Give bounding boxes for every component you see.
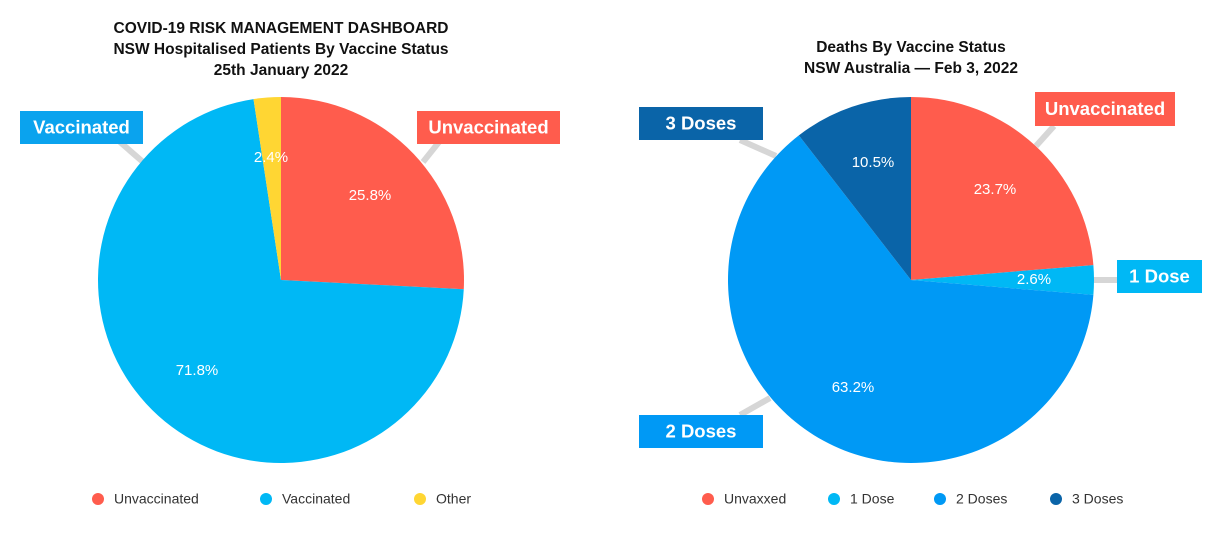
chart2-slice-2-doses[interactable] (728, 135, 1094, 463)
chart1-legend-swatch-other (414, 493, 426, 505)
chart2-callout-box-unvaccinated (1035, 92, 1175, 126)
chart2-callout-label-unvaccinated: Unvaccinated (1045, 98, 1165, 119)
chart2-legend-item-unvaxxed[interactable]: Unvaxxed (702, 491, 786, 507)
chart2-data-label-1-dose: 2.6% (1017, 271, 1051, 288)
chart1-leader-line-unvaccinated (420, 140, 442, 164)
chart2-callout-unvaccinated: Unvaccinated (1035, 92, 1175, 126)
chart2-legend-label-3-doses: 3 Doses (1072, 491, 1123, 507)
chart1-callout-label-vaccinated: Vaccinated (33, 116, 130, 137)
chart1-slice-unvaccinated[interactable] (281, 97, 465, 290)
chart2-callout-3-doses: 3 Doses (639, 107, 763, 140)
chart1-legend-item-vaccinated[interactable]: Vaccinated (260, 491, 350, 507)
chart1-title-line-1: COVID-19 RISK MANAGEMENT DASHBOARD (114, 20, 449, 37)
chart2-legend-swatch-3-doses (1050, 493, 1062, 505)
chart1-callout-label-unvaccinated: Unvaccinated (428, 116, 548, 137)
chart2-callout-label-1-dose: 1 Dose (1129, 265, 1190, 286)
chart1-slice-other[interactable] (253, 97, 281, 280)
chart2-legend-item-3-doses[interactable]: 3 Doses (1050, 491, 1123, 507)
chart1-legend-label-unvaccinated: Unvaccinated (114, 491, 199, 507)
chart1-legend-label-vaccinated: Vaccinated (282, 491, 350, 507)
chart2-slice-3-doses[interactable] (798, 97, 911, 280)
chart1-callout-vaccinated: Vaccinated (20, 111, 143, 144)
chart1-data-label-vaccinated: 71.8% (176, 362, 219, 379)
chart1-legend-item-other[interactable]: Other (414, 491, 471, 507)
chart2-slice-unvaxxed[interactable] (911, 97, 1094, 280)
chart1-legend-swatch-unvaccinated (92, 493, 104, 505)
chart2-leader-line-2-doses (738, 395, 772, 418)
chart2-callout-1-dose: 1 Dose (1117, 260, 1202, 293)
chart2-data-label-3-doses: 10.5% (852, 154, 895, 171)
chart2-legend-label-2-doses: 2 Doses (956, 491, 1007, 507)
chart2-pie-chart: Deaths By Vaccine Status NSW Australia — … (639, 39, 1202, 507)
chart2-leader-line-unvaccinated (1033, 123, 1057, 149)
chart1-legend-item-unvaccinated[interactable]: Unvaccinated (92, 491, 199, 507)
chart2-legend-swatch-unvaxxed (702, 493, 714, 505)
chart1-callout-box-vaccinated (20, 111, 143, 144)
chart2-callout-2-doses: 2 Doses (639, 415, 763, 448)
chart1-callout-box-unvaccinated (417, 111, 560, 144)
chart1-callout-unvaccinated: Unvaccinated (417, 111, 560, 144)
chart1-legend-label-other: Other (436, 491, 471, 507)
chart2-title-line-2: NSW Australia — Feb 3, 2022 (804, 60, 1018, 77)
chart1-title-line-2: NSW Hospitalised Patients By Vaccine Sta… (113, 41, 448, 58)
chart2-legend-item-1-dose[interactable]: 1 Dose (828, 491, 895, 507)
chart2-callout-box-1-dose (1117, 260, 1202, 293)
chart1-leader-line-vaccinated (118, 139, 145, 165)
chart1-slice-vaccinated[interactable] (98, 99, 464, 464)
chart1-legend-swatch-vaccinated (260, 493, 272, 505)
chart1-data-label-unvaccinated: 25.8% (349, 187, 392, 204)
chart2-leader-line-3-doses (738, 137, 778, 159)
chart2-legend-item-2-doses[interactable]: 2 Doses (934, 491, 1007, 507)
chart1-data-label-other: 2.4% (254, 149, 288, 166)
chart2-legend-swatch-1-dose (828, 493, 840, 505)
chart2-callout-box-3-doses (639, 107, 763, 140)
chart2-data-label-unvaxxed: 23.7% (974, 181, 1017, 198)
chart1-title-line-3: 25th January 2022 (214, 62, 348, 79)
chart2-legend-swatch-2-doses (934, 493, 946, 505)
chart1-pie-chart: COVID-19 RISK MANAGEMENT DASHBOARD NSW Ho… (20, 20, 560, 507)
chart2-data-label-2-doses: 63.2% (832, 379, 875, 396)
chart2-legend-label-unvaxxed: Unvaxxed (724, 491, 786, 507)
chart2-legend-label-1-dose: 1 Dose (850, 491, 895, 507)
chart2-title-line-1: Deaths By Vaccine Status (816, 39, 1006, 56)
chart2-slice-1-dose[interactable] (911, 265, 1094, 295)
chart2-callout-label-3-doses: 3 Doses (666, 112, 737, 133)
chart2-callout-label-2-doses: 2 Doses (666, 420, 737, 441)
chart2-callout-box-2-doses (639, 415, 763, 448)
